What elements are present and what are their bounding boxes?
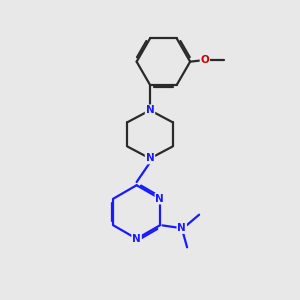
Text: N: N xyxy=(132,234,141,244)
Text: N: N xyxy=(146,105,154,115)
Text: N: N xyxy=(177,223,186,233)
Text: O: O xyxy=(200,55,209,65)
Text: N: N xyxy=(155,194,164,204)
Text: N: N xyxy=(146,154,154,164)
